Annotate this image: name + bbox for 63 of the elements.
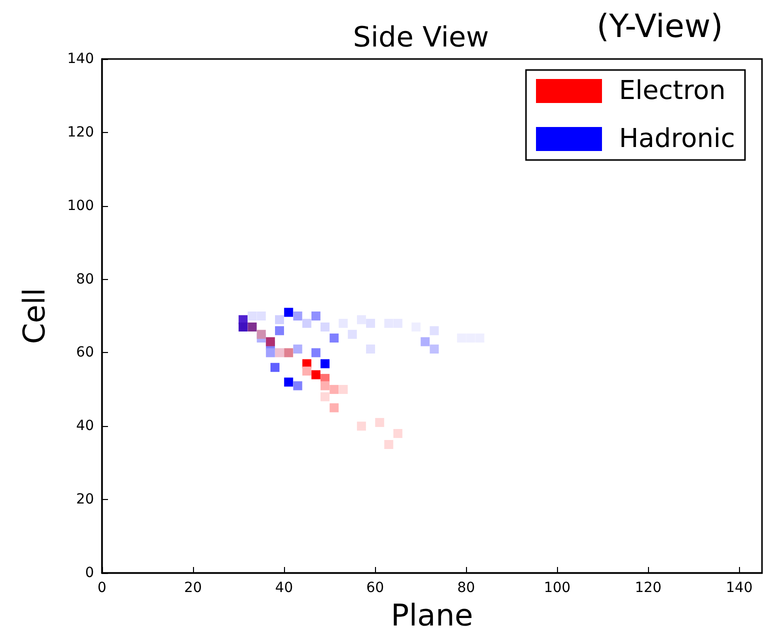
point — [293, 312, 302, 320]
y-tick-label: 140 — [67, 51, 94, 67]
x-tick-label: 40 — [275, 580, 293, 596]
point — [248, 322, 257, 332]
x-tick-label: 80 — [457, 580, 476, 596]
point — [256, 312, 266, 320]
point — [356, 422, 366, 431]
point — [256, 330, 266, 339]
x-tick-label: 120 — [634, 580, 662, 596]
point — [311, 312, 320, 320]
y-tick-label: 40 — [76, 418, 94, 434]
x-axis-title: Plane — [390, 598, 474, 634]
point — [330, 384, 339, 394]
point — [338, 384, 348, 394]
point — [320, 381, 330, 390]
legend-label: Hadronic — [618, 124, 736, 154]
y-tick-label: 120 — [67, 124, 94, 140]
y-tick-label: 60 — [76, 344, 94, 361]
x-tick-label: 140 — [726, 580, 753, 596]
point — [330, 403, 339, 412]
point — [330, 334, 339, 343]
point — [293, 381, 302, 390]
point — [302, 366, 312, 376]
point — [238, 322, 248, 332]
x-tick-label: 0 — [98, 580, 106, 596]
point — [270, 362, 280, 372]
point — [275, 315, 284, 324]
x-tick-label: 60 — [366, 580, 384, 596]
point — [320, 392, 330, 402]
point — [430, 344, 439, 354]
point — [356, 315, 366, 324]
point — [384, 440, 394, 449]
chart-title: Side View — [353, 20, 489, 54]
point — [366, 318, 376, 328]
point — [284, 308, 294, 317]
point — [266, 348, 275, 358]
point — [284, 348, 294, 358]
point — [275, 348, 284, 358]
point — [311, 370, 320, 380]
point — [266, 337, 275, 346]
point — [366, 344, 376, 354]
point — [320, 359, 330, 368]
point — [293, 344, 302, 354]
point — [248, 312, 257, 320]
point — [302, 318, 312, 328]
point — [320, 322, 330, 332]
point — [348, 330, 357, 339]
point — [430, 326, 439, 336]
point — [284, 378, 294, 387]
x-tick-label: 20 — [184, 580, 202, 596]
y-tick-label: 80 — [76, 271, 94, 288]
point — [393, 428, 402, 438]
x-tick-label: 100 — [544, 580, 571, 596]
y-tick-label: 20 — [76, 492, 94, 508]
point — [375, 418, 384, 427]
point — [420, 337, 430, 346]
y-tick-label: 0 — [85, 565, 94, 581]
y-tick-label: 100 — [67, 198, 94, 214]
text: (Y-View) — [596, 7, 723, 45]
point — [311, 348, 320, 358]
y-axis-title: Cell — [18, 288, 52, 344]
point — [275, 326, 284, 336]
legend-label: Electron — [618, 76, 726, 106]
